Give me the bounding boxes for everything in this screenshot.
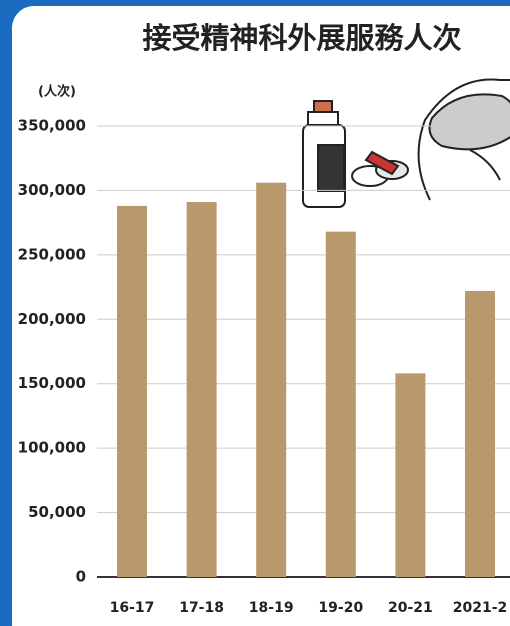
x-tick-label: 17-18 (179, 600, 224, 616)
y-tick-label: 300,000 (18, 181, 86, 199)
y-unit: (人次) (38, 84, 76, 100)
bar (326, 232, 356, 577)
x-tick-label: 2021-2 (453, 600, 508, 616)
page: {"chart_data": {"type": "bar", "title": … (0, 0, 510, 626)
y-tick-label: 250,000 (18, 245, 86, 263)
bar (187, 202, 217, 577)
y-tick-label: 150,000 (18, 374, 86, 392)
bar (465, 291, 495, 577)
chart: 接受精神科外展服務人次 (人次) 0 50,000 100,000 150,000 20… (0, 0, 510, 626)
y-tick-label: 100,000 (18, 439, 86, 457)
x-tick-label: 20-21 (388, 600, 433, 616)
bar (256, 183, 286, 577)
x-tick-label: 18-19 (249, 600, 294, 616)
chart-title: 接受精神科外展服務人次 (142, 21, 461, 55)
bar (117, 206, 147, 577)
y-tick-label: 350,000 (18, 117, 86, 135)
x-tick-label: 16-17 (110, 600, 155, 616)
x-tick-label: 19-20 (318, 600, 363, 616)
bar (395, 373, 425, 577)
y-tick-label: 50,000 (28, 503, 86, 521)
y-tick-label: 200,000 (18, 310, 86, 328)
y-tick-label: 0 (76, 568, 86, 586)
